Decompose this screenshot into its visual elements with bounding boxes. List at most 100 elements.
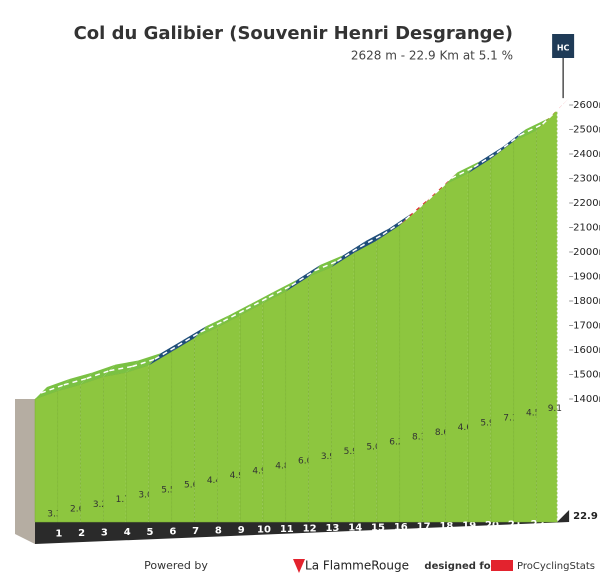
segment-face bbox=[376, 224, 401, 523]
km-label: 7 bbox=[192, 526, 199, 537]
y-tick-label: 2600m bbox=[573, 100, 600, 111]
y-tick-label: 2400m bbox=[573, 149, 600, 160]
centerline bbox=[200, 320, 224, 333]
km-label: 1 bbox=[55, 529, 62, 540]
site-icon bbox=[491, 560, 513, 571]
segment-face bbox=[513, 129, 537, 523]
km-label: 19 bbox=[462, 520, 476, 531]
gradient-label: 5.9 bbox=[344, 447, 359, 457]
gradient-label: 4.4 bbox=[207, 476, 222, 486]
y-tick-label: 1500m bbox=[573, 370, 600, 381]
badge bbox=[552, 34, 575, 58]
km-label: 10 bbox=[257, 525, 271, 536]
gradient-label: 3.3 bbox=[47, 510, 61, 520]
y-tick-label: 1900m bbox=[573, 272, 600, 283]
segment-face bbox=[536, 109, 558, 523]
centerline bbox=[109, 365, 133, 372]
km-label: 5 bbox=[147, 527, 154, 538]
centerline bbox=[131, 358, 156, 368]
footer-designed: designed for bbox=[424, 561, 495, 572]
y-tick-label: 2100m bbox=[573, 223, 600, 234]
km-label: 9 bbox=[238, 525, 245, 536]
km-label: 3 bbox=[101, 528, 108, 539]
km-label: 12 bbox=[303, 524, 317, 535]
y-tick-label: 2200m bbox=[573, 198, 600, 209]
gradient-label: 9.1 bbox=[548, 404, 562, 414]
km-label: 13 bbox=[325, 523, 339, 534]
km-label: 4 bbox=[124, 527, 131, 538]
gradient-label: 6.0 bbox=[298, 457, 313, 467]
centerline bbox=[382, 218, 407, 236]
distance-label: 22.9 bbox=[573, 511, 598, 522]
km-label: 16 bbox=[394, 522, 408, 533]
gradient-label: 3.0 bbox=[138, 490, 153, 500]
centerline bbox=[519, 123, 543, 136]
gradient-label: 5.9 bbox=[480, 418, 495, 428]
centerline bbox=[542, 103, 564, 125]
gradient-label: 5.0 bbox=[366, 442, 381, 452]
km-label: 8 bbox=[215, 525, 222, 536]
y-tick-label: 1700m bbox=[573, 321, 600, 332]
gradient-label: 4.5 bbox=[526, 409, 540, 419]
gradient-label: 7.1 bbox=[503, 414, 517, 424]
gradient-label: 6.2 bbox=[389, 438, 403, 448]
centerline bbox=[223, 308, 247, 322]
km-label: 14 bbox=[348, 523, 362, 534]
centerline bbox=[314, 260, 338, 272]
km-label: 2 bbox=[78, 528, 85, 539]
y-tick-label: 1400m bbox=[573, 394, 600, 405]
gradient-label: 5.6 bbox=[184, 481, 199, 491]
centerline bbox=[63, 377, 87, 386]
centerline bbox=[473, 151, 498, 168]
segment-face bbox=[308, 266, 332, 523]
footer-site: ProCyclingStats bbox=[517, 561, 595, 572]
y-tick-label: 2300m bbox=[573, 174, 600, 185]
segment-face bbox=[285, 276, 309, 523]
centerline bbox=[291, 270, 316, 287]
segment-face bbox=[148, 351, 173, 523]
segment-face bbox=[331, 252, 355, 523]
footer-powered: Powered by bbox=[144, 559, 208, 572]
segment-face bbox=[353, 240, 378, 523]
centerline bbox=[359, 233, 384, 248]
segment-face bbox=[467, 158, 492, 523]
centerline bbox=[268, 284, 293, 298]
y-tick-label: 2500m bbox=[573, 125, 600, 136]
gradient-label: 4.9 bbox=[252, 466, 267, 476]
segment-face bbox=[239, 302, 264, 523]
centerline bbox=[177, 331, 201, 347]
segment-face bbox=[262, 291, 287, 523]
side-face bbox=[15, 398, 35, 544]
chart-subtitle: 2628 m - 22.9 Km at 5.1 % bbox=[351, 49, 513, 63]
chart-title: Col du Galibier (Souvenir Henri Desgrang… bbox=[74, 23, 513, 44]
y-tick-label: 2000m bbox=[573, 247, 600, 258]
centerline bbox=[86, 369, 110, 380]
centerline bbox=[154, 345, 179, 360]
segment-face bbox=[34, 390, 59, 523]
segment-face bbox=[57, 384, 81, 523]
km-label: 6 bbox=[169, 526, 176, 537]
segment-face bbox=[422, 183, 446, 523]
gradient-label: 2.6 bbox=[70, 505, 85, 515]
y-tick-label: 1600m bbox=[573, 345, 600, 356]
centerline bbox=[451, 166, 475, 180]
centerline bbox=[336, 246, 361, 262]
gradient-label: 4.6 bbox=[458, 423, 473, 433]
centerline bbox=[496, 134, 521, 154]
brand-icon bbox=[293, 559, 305, 573]
km-label: 17 bbox=[417, 521, 431, 532]
centerline bbox=[245, 296, 270, 310]
segment-face bbox=[171, 337, 195, 523]
gradient-label: 4.8 bbox=[275, 462, 290, 472]
km-label: 21 bbox=[508, 520, 522, 531]
segment-face bbox=[217, 314, 241, 523]
segment-face bbox=[399, 204, 423, 523]
segment-face bbox=[194, 326, 218, 523]
base-strip bbox=[35, 510, 570, 544]
footer-brand: La FlammeRouge bbox=[305, 559, 409, 573]
gradient-label: 8.1 bbox=[412, 433, 426, 443]
km-label: 20 bbox=[485, 520, 499, 531]
y-tick-label: 1800m bbox=[573, 296, 600, 307]
gradient-label: 5.5 bbox=[161, 486, 175, 496]
